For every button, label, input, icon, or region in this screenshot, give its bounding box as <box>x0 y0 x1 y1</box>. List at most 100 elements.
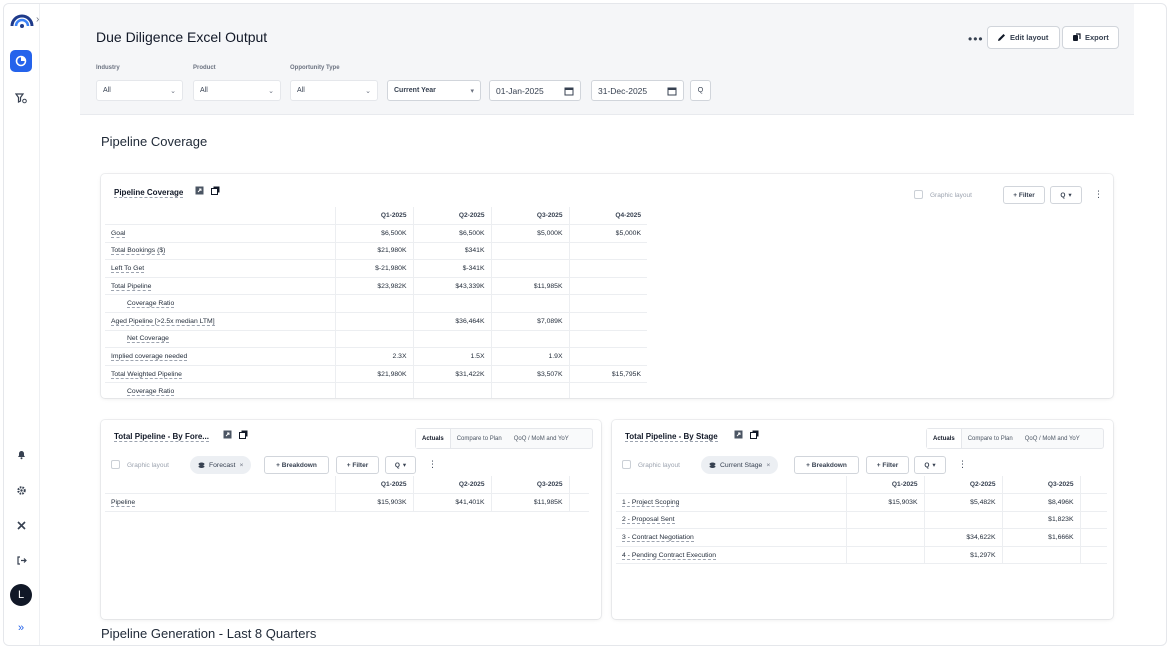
value-cell[interactable] <box>568 382 647 398</box>
row-label[interactable]: Aged Pipeline [>2.5x median LTM] <box>111 317 215 326</box>
tab-period-comparison[interactable]: QoQ / MoM and YoY <box>513 435 569 442</box>
opportunity-type-select[interactable]: All ⌄ <box>290 80 378 101</box>
industry-select[interactable]: All ⌄ <box>96 80 183 101</box>
row-label[interactable]: Net Coverage <box>127 335 169 344</box>
value-cell[interactable]: $41,401K <box>412 493 491 512</box>
value-cell[interactable] <box>568 312 647 331</box>
value-cell[interactable]: $1,297K <box>923 546 1002 565</box>
value-cell[interactable]: $5,000K <box>490 224 569 243</box>
column-header[interactable]: Q4-2025 <box>568 207 647 226</box>
gear-icon[interactable] <box>10 479 32 501</box>
row-label[interactable]: Coverage Ratio <box>127 300 175 309</box>
value-cell[interactable] <box>490 294 569 314</box>
value-cell[interactable]: $-341K <box>412 259 491 278</box>
value-cell[interactable] <box>845 511 924 530</box>
breakdown-chip[interactable]: Forecast × <box>190 456 252 474</box>
row-label[interactable]: Left To Get <box>111 265 145 274</box>
value-cell[interactable]: $15,903K <box>334 493 413 512</box>
tab-actuals[interactable]: Actuals <box>927 429 962 448</box>
end-date-input[interactable]: 31-Dec-2025 <box>591 80 684 101</box>
remove-chip-icon[interactable]: × <box>239 461 244 469</box>
value-cell[interactable]: $8,496K <box>1001 493 1080 512</box>
row-label[interactable]: 4 - Pending Contract Execution <box>622 551 717 560</box>
column-header[interactable]: Q3-2025 <box>490 476 569 495</box>
value-cell[interactable] <box>1001 546 1080 565</box>
value-cell[interactable] <box>568 242 647 261</box>
period-select[interactable]: Current Year ▾ <box>387 80 481 101</box>
value-cell[interactable] <box>490 382 569 398</box>
row-label[interactable]: Total Pipeline <box>111 282 152 291</box>
value-cell[interactable] <box>412 382 491 398</box>
value-cell[interactable]: $3,507K <box>490 365 569 384</box>
graphic-layout-checkbox[interactable] <box>622 460 631 469</box>
column-header[interactable]: Q2-2025 <box>923 476 1002 495</box>
value-cell[interactable] <box>490 259 569 278</box>
row-label[interactable]: Pipeline <box>111 498 136 507</box>
value-cell[interactable] <box>412 294 491 314</box>
filter-button[interactable]: + Filter <box>336 456 379 474</box>
row-label[interactable]: Coverage Ratio <box>127 388 175 397</box>
column-header[interactable]: Q1-2025 <box>334 476 413 495</box>
value-cell[interactable]: $43,339K <box>412 277 491 296</box>
row-label[interactable]: 2 - Proposal Sent <box>622 516 675 525</box>
brand-logo-icon[interactable] <box>9 10 35 32</box>
kebab-menu-icon[interactable]: ⋮ <box>428 459 437 469</box>
value-cell[interactable] <box>334 382 413 398</box>
value-cell[interactable]: $11,985K <box>490 493 569 512</box>
tab-compare-to-plan[interactable]: Compare to Plan <box>456 435 502 442</box>
value-cell[interactable]: $5,000K <box>568 224 647 243</box>
kebab-menu-icon[interactable]: ⋮ <box>958 459 967 469</box>
breakdown-button[interactable]: + Breakdown <box>264 456 329 474</box>
value-cell[interactable] <box>334 294 413 314</box>
value-cell[interactable]: $6,500K <box>334 224 413 243</box>
column-header[interactable]: Q2-2025 <box>412 207 491 226</box>
bell-icon[interactable] <box>10 443 32 465</box>
card-title[interactable]: Total Pipeline - By Fore... <box>114 432 209 442</box>
value-cell[interactable] <box>412 330 491 349</box>
value-cell[interactable] <box>490 330 569 349</box>
value-cell[interactable]: $341K <box>412 242 491 261</box>
granularity-select[interactable]: Q ▾ <box>914 456 946 474</box>
value-cell[interactable]: $6,500K <box>412 224 491 243</box>
value-cell[interactable]: $31,422K <box>412 365 491 384</box>
column-header[interactable]: Q1-2025 <box>845 476 924 495</box>
row-label[interactable]: 1 - Project Scoping <box>622 498 680 507</box>
expand-icon[interactable] <box>223 430 232 441</box>
value-cell[interactable]: $21,980K <box>334 365 413 384</box>
value-cell[interactable]: $15,795K <box>568 365 647 384</box>
value-cell[interactable]: $7,089K <box>490 312 569 331</box>
column-header[interactable]: Q3-2025 <box>490 207 569 226</box>
column-header[interactable]: Q1-2025 <box>334 207 413 226</box>
column-header[interactable]: Q3-2025 <box>1001 476 1080 495</box>
value-cell[interactable]: $-21,980K <box>334 259 413 278</box>
granularity-button[interactable]: Q <box>690 80 711 101</box>
nav-dashboard-icon[interactable] <box>10 50 32 72</box>
tab-period-comparison[interactable]: QoQ / MoM and YoY <box>1024 435 1080 442</box>
value-cell[interactable]: $15,903K <box>845 493 924 512</box>
tab-compare-to-plan[interactable]: Compare to Plan <box>967 435 1013 442</box>
value-cell[interactable] <box>568 259 647 278</box>
value-cell[interactable] <box>568 347 647 366</box>
value-cell[interactable]: 1.5X <box>412 347 491 366</box>
row-label[interactable]: Goal <box>111 229 126 238</box>
value-cell[interactable] <box>568 294 647 314</box>
filter-settings-icon[interactable] <box>10 87 32 109</box>
product-select[interactable]: All ⌄ <box>193 80 281 101</box>
card-title[interactable]: Pipeline Coverage <box>114 188 184 198</box>
row-label[interactable]: Total Bookings ($) <box>111 247 166 256</box>
value-cell[interactable]: 1.9X <box>490 347 569 366</box>
filter-button[interactable]: + Filter <box>1003 186 1045 204</box>
remove-chip-icon[interactable]: × <box>766 461 771 469</box>
more-options-icon[interactable]: ••• <box>968 32 984 46</box>
user-avatar[interactable]: L <box>10 584 32 606</box>
edit-layout-button[interactable]: Edit layout <box>987 26 1060 49</box>
copy-icon[interactable] <box>239 430 248 441</box>
row-label[interactable]: Total Weighted Pipeline <box>111 370 182 379</box>
value-cell[interactable] <box>568 330 647 349</box>
row-label[interactable]: Implied coverage needed <box>111 353 188 362</box>
row-label[interactable]: 3 - Contract Negotiation <box>622 534 694 543</box>
granularity-select[interactable]: Q ▾ <box>385 456 416 474</box>
breakdown-button[interactable]: + Breakdown <box>794 456 859 474</box>
expand-icon[interactable] <box>734 430 743 441</box>
tools-icon[interactable] <box>10 514 32 536</box>
